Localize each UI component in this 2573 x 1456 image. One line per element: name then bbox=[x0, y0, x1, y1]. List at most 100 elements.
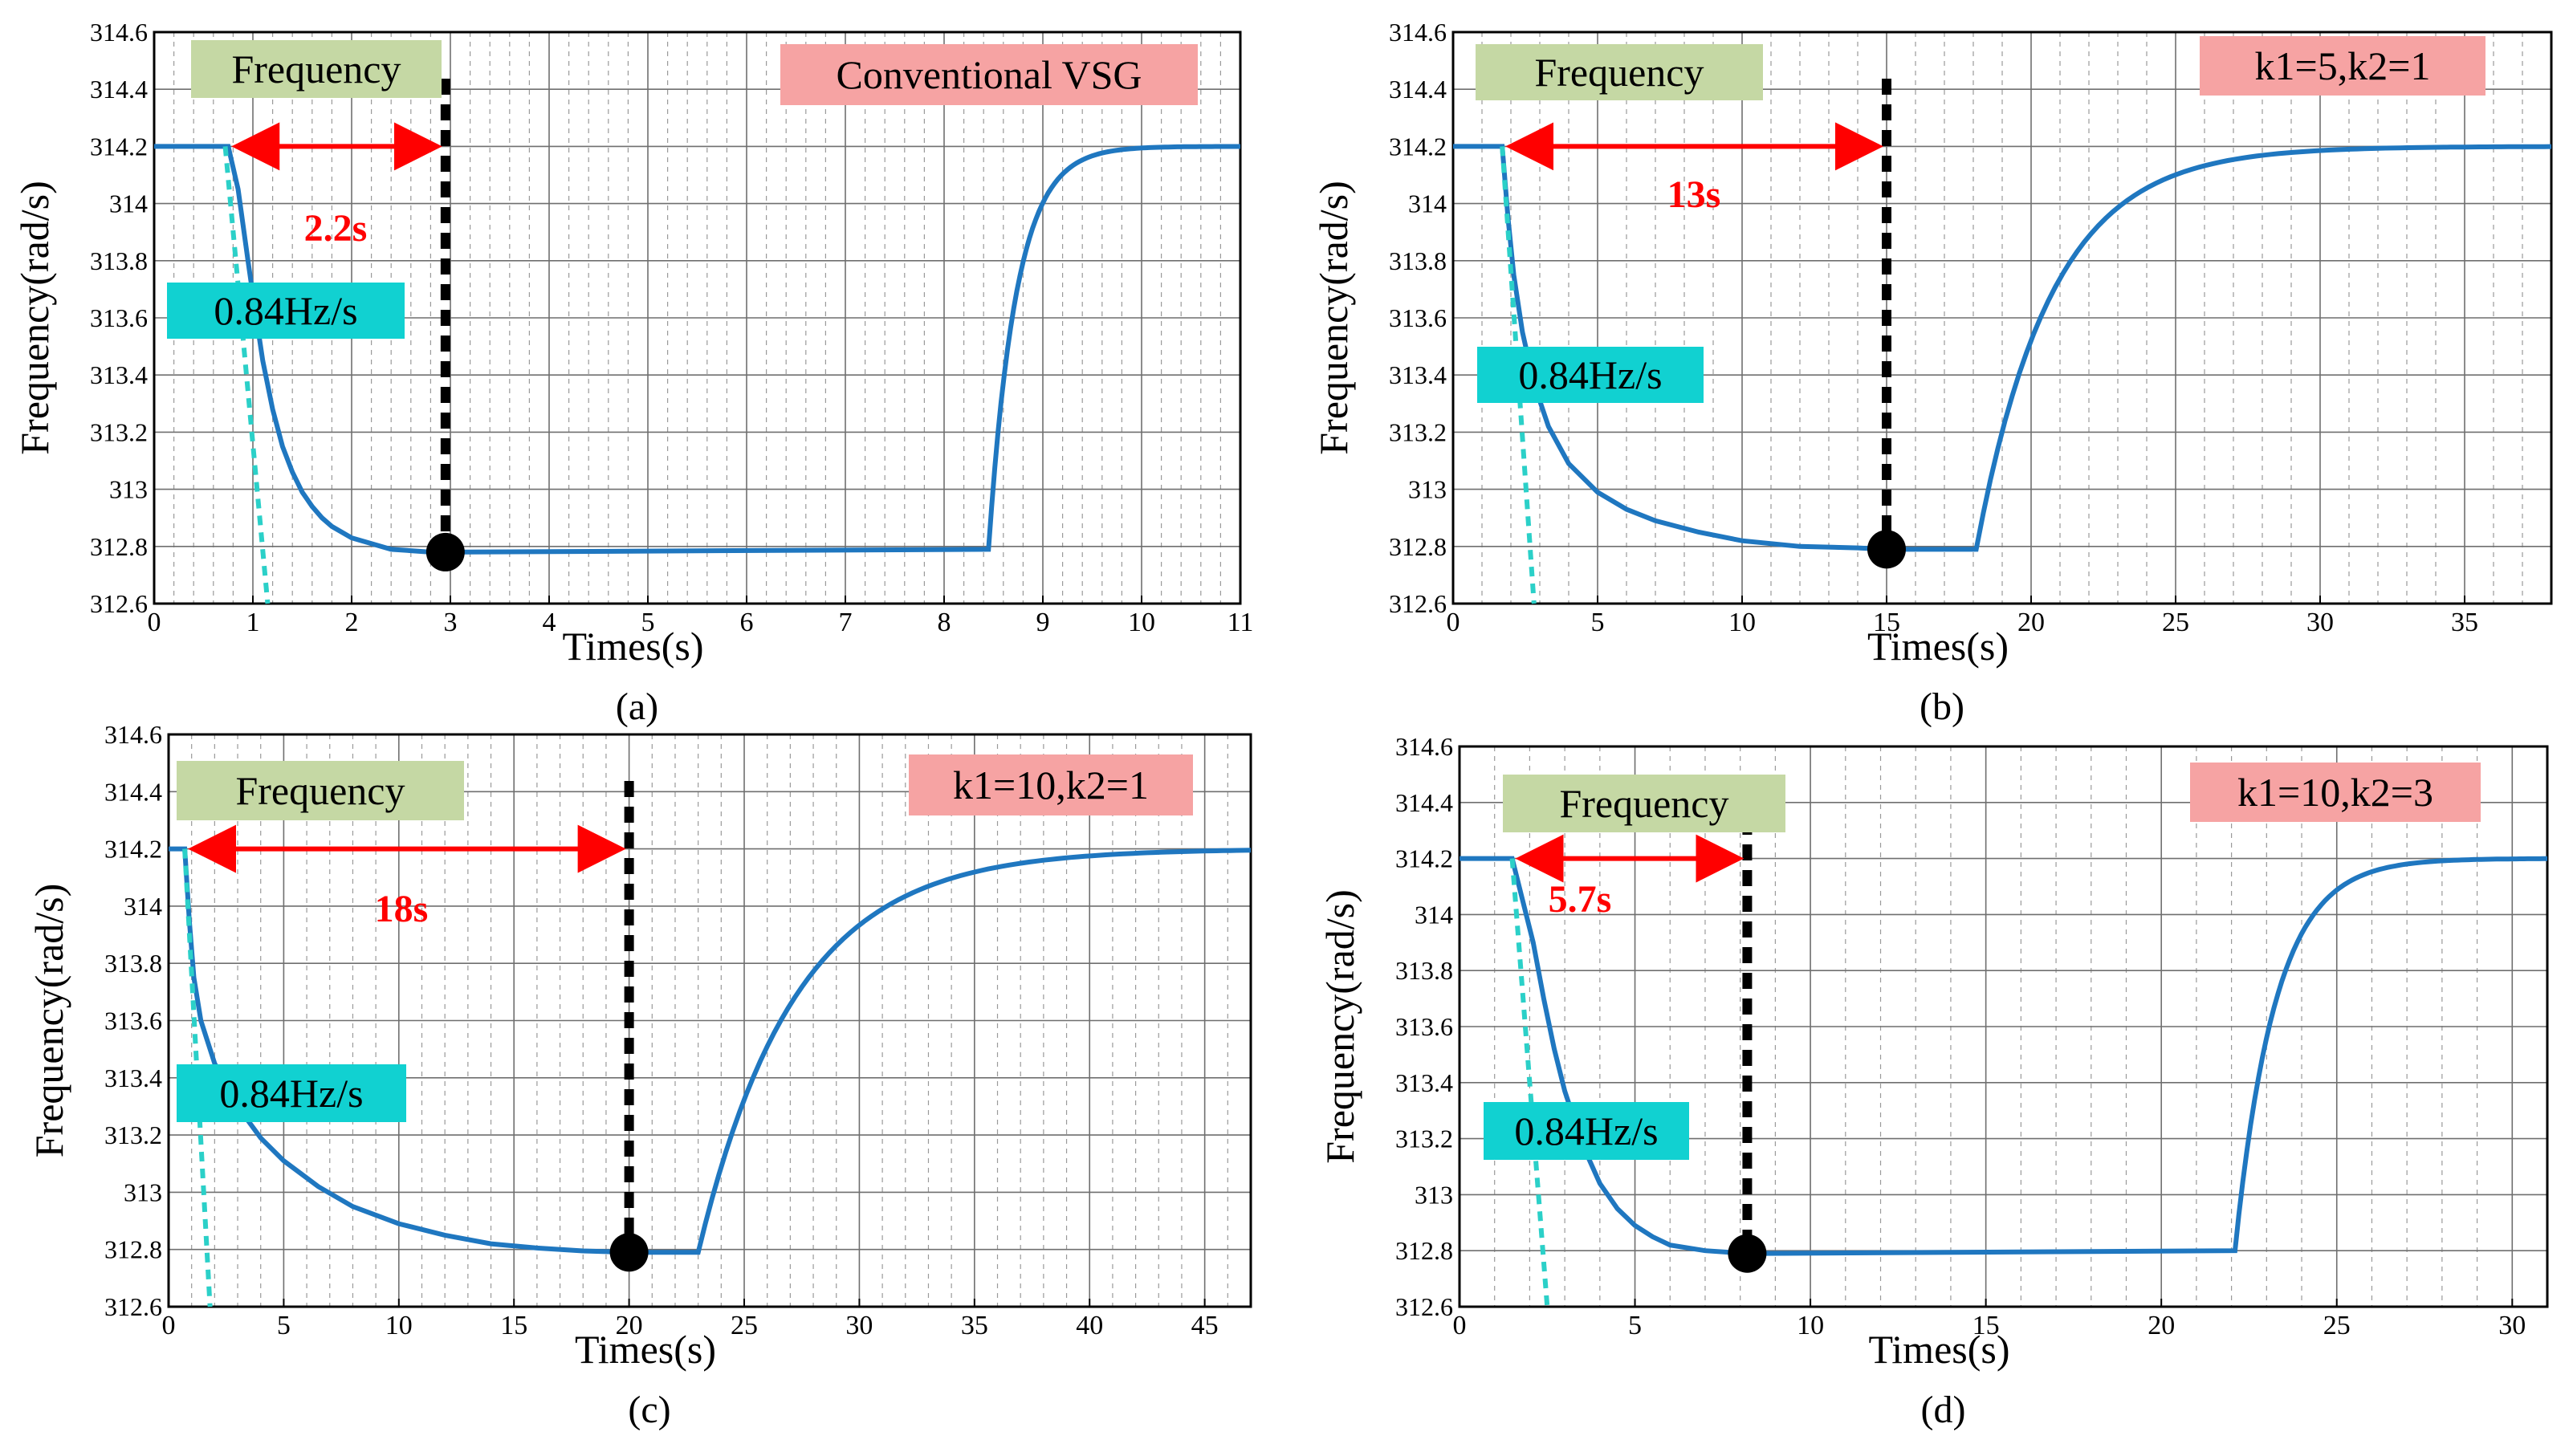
y-axis-label: Frequency(rad/s) bbox=[12, 181, 57, 455]
x-tick-label: 3 bbox=[444, 608, 458, 637]
x-tick-label: 11 bbox=[1227, 608, 1254, 637]
x-tick-label: 5 bbox=[641, 608, 655, 637]
y-tick-label: 313.4 bbox=[104, 1064, 162, 1092]
y-tick-label: 312.8 bbox=[104, 1235, 162, 1264]
chart-panel-b: 0 5 10 15 20 25 30 35 312.6 312.8 313 313.2 313.4 313… bbox=[1311, 18, 2553, 728]
frequency-legend-label: Frequency bbox=[235, 768, 405, 813]
y-tick-label: 314 bbox=[1408, 189, 1447, 218]
parameter-box bbox=[2190, 763, 2481, 822]
panels-container: 0 1 2 3 4 5 6 7 8 9 10 11 312.6 312.8 313 313.2 313.4 313… bbox=[12, 18, 2553, 1431]
parameter-box bbox=[909, 754, 1193, 815]
y-tick-label: 313.4 bbox=[1395, 1068, 1453, 1097]
x-tick-label: 10 bbox=[1128, 608, 1155, 637]
x-tick-label: 15 bbox=[1873, 608, 1900, 637]
y-tick-label: 314 bbox=[109, 189, 148, 218]
x-tick-label: 20 bbox=[2148, 1311, 2175, 1340]
y-tick-label: 312.8 bbox=[90, 532, 148, 561]
x-tick-label: 25 bbox=[2162, 608, 2189, 637]
rocof-label: 0.84Hz/s bbox=[219, 1071, 363, 1116]
x-tick-label: 35 bbox=[2451, 608, 2478, 637]
y-tick-label: 313.6 bbox=[1389, 303, 1447, 332]
rocof-label: 0.84Hz/s bbox=[214, 288, 357, 333]
x-tick-label: 25 bbox=[731, 1311, 758, 1340]
panel-caption: (b) bbox=[1920, 685, 1964, 728]
y-tick-label: 313.6 bbox=[90, 303, 148, 332]
x-tick-label: 4 bbox=[543, 608, 556, 637]
nadir-marker-dot bbox=[609, 1233, 649, 1272]
nadir-marker-dot bbox=[1867, 530, 1906, 569]
x-tick-label: 7 bbox=[839, 608, 853, 637]
y-tick-label: 314 bbox=[124, 892, 162, 921]
frequency-legend-label: Frequency bbox=[1534, 50, 1704, 95]
y-tick-label: 313.2 bbox=[1389, 417, 1447, 446]
y-tick-label: 313.6 bbox=[104, 1007, 162, 1035]
y-tick-label: 313.2 bbox=[104, 1120, 162, 1149]
x-tick-label: 15 bbox=[500, 1311, 527, 1340]
x-tick-label: 20 bbox=[2017, 608, 2045, 637]
parameter-label: Conventional VSG bbox=[836, 52, 1142, 97]
y-tick-label: 314.4 bbox=[104, 777, 162, 806]
y-tick-label: 314.6 bbox=[1395, 732, 1453, 761]
chart-panel-a: 0 1 2 3 4 5 6 7 8 9 10 11 312.6 312.8 313 313.2 313.4 313… bbox=[12, 18, 1253, 728]
x-tick-label: 10 bbox=[1728, 608, 1756, 637]
rocof-box bbox=[1484, 1102, 1689, 1160]
parameter-label: k1=5,k2=1 bbox=[2255, 43, 2431, 88]
x-tick-label: 35 bbox=[961, 1311, 988, 1340]
x-tick-label: 30 bbox=[2306, 608, 2334, 637]
y-tick-label: 313.8 bbox=[1395, 956, 1453, 985]
rocof-tangent-line bbox=[1509, 858, 1550, 1308]
y-tick-label: 314.4 bbox=[1389, 75, 1447, 104]
x-tick-label: 0 bbox=[1453, 1311, 1467, 1340]
parameter-label: k1=10,k2=1 bbox=[953, 763, 1149, 807]
frequency-curve bbox=[1460, 856, 2547, 1256]
x-tick-label: 9 bbox=[1036, 608, 1050, 637]
x-tick-label: 10 bbox=[385, 1311, 413, 1340]
y-axis-label: Frequency(rad/s) bbox=[1317, 889, 1362, 1164]
x-tick-label: 40 bbox=[1076, 1311, 1103, 1340]
y-tick-label: 314.2 bbox=[1395, 844, 1453, 873]
parameter-box bbox=[780, 44, 1198, 105]
y-tick-label: 313 bbox=[124, 1177, 162, 1206]
chart-panel-c: 0 5 10 15 20 25 30 35 40 45 312.6 312.8 313 313.2 313.… bbox=[26, 720, 1252, 1431]
x-tick-label: 0 bbox=[162, 1311, 176, 1340]
y-tick-label: 314.2 bbox=[104, 835, 162, 864]
y-tick-label: 313.4 bbox=[90, 360, 148, 389]
y-tick-label: 313.4 bbox=[1389, 360, 1447, 389]
y-tick-label: 314 bbox=[1415, 900, 1453, 929]
x-tick-label: 0 bbox=[148, 608, 161, 637]
x-tick-label: 1 bbox=[246, 608, 260, 637]
y-axis-label: Frequency(rad/s) bbox=[26, 884, 71, 1158]
x-axis-label: Times(s) bbox=[1869, 1327, 2010, 1372]
x-tick-label: 2 bbox=[345, 608, 359, 637]
duration-label: 18s bbox=[375, 888, 429, 930]
frequency-legend-label: Frequency bbox=[1559, 781, 1728, 826]
y-tick-label: 313.8 bbox=[1389, 246, 1447, 275]
y-tick-label: 313 bbox=[1408, 475, 1447, 504]
x-tick-label: 15 bbox=[1972, 1311, 2000, 1340]
rocof-box bbox=[167, 283, 405, 339]
y-tick-label: 313 bbox=[109, 475, 148, 504]
x-tick-label: 8 bbox=[938, 608, 951, 637]
y-tick-label: 312.6 bbox=[1395, 1292, 1453, 1321]
rocof-tangent-line bbox=[1500, 146, 1537, 604]
frequency-legend-box bbox=[191, 40, 442, 98]
x-axis-label: Times(s) bbox=[563, 624, 704, 669]
y-tick-label: 314.6 bbox=[104, 720, 162, 749]
y-tick-label: 313 bbox=[1415, 1180, 1453, 1209]
y-tick-label: 313.2 bbox=[90, 417, 148, 446]
axes-frame bbox=[1451, 31, 2553, 605]
x-tick-label: 6 bbox=[740, 608, 754, 637]
axes-frame bbox=[153, 31, 1242, 605]
panel-caption: (d) bbox=[1921, 1389, 1966, 1431]
x-axis-label: Times(s) bbox=[575, 1327, 716, 1372]
x-tick-label: 5 bbox=[1591, 608, 1605, 637]
y-tick-label: 314.4 bbox=[90, 75, 148, 104]
y-tick-label: 314.2 bbox=[90, 132, 148, 161]
chart-panel-d: 0 5 10 15 20 25 30 312.6 312.8 313 313.2 313.4 313.6… bbox=[1317, 732, 2549, 1431]
nadir-marker-dot bbox=[1728, 1234, 1767, 1273]
x-tick-label: 30 bbox=[2498, 1311, 2526, 1340]
rocof-tangent-line bbox=[182, 848, 213, 1308]
x-axis-label: Times(s) bbox=[1867, 624, 2009, 669]
x-tick-label: 5 bbox=[1628, 1311, 1642, 1340]
